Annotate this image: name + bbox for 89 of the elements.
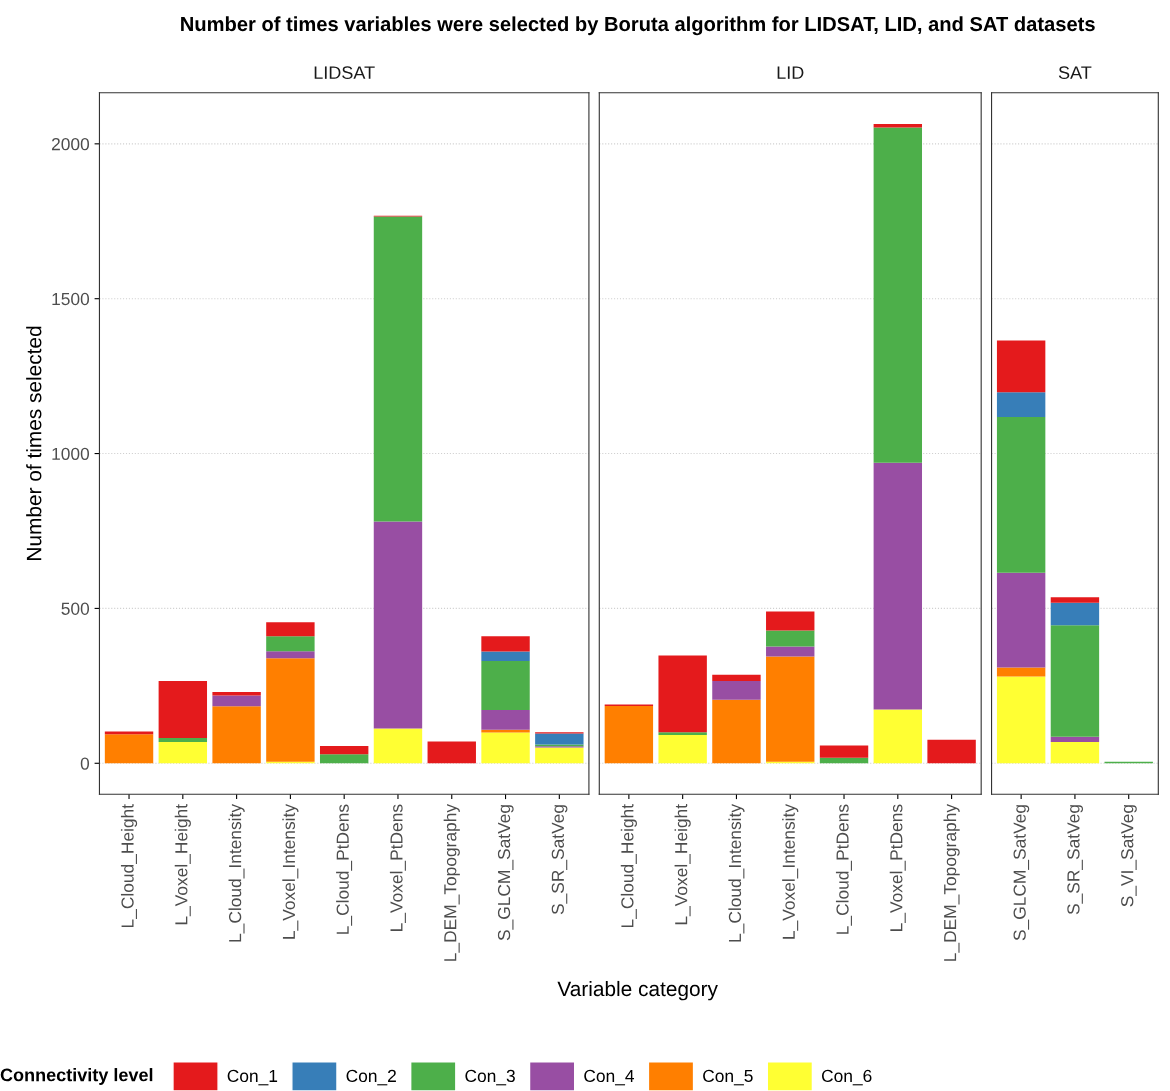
bar [996,667,1046,677]
bar [658,655,707,733]
bar [873,462,923,710]
legend-label: Con_4 [584,1069,635,1086]
legend-title: Connectivity level [0,1068,153,1085]
bar [373,521,423,729]
bar [212,706,261,764]
legend-label: Con_2 [346,1069,396,1086]
x-tick-label: L_Voxel_Intensity [782,803,799,939]
bar [373,728,423,764]
bar [1050,625,1100,737]
legend-label: Con_3 [465,1069,515,1086]
bar [535,747,584,764]
x-tick-label: S_GLCM_SatVeg [497,805,514,941]
bar [712,674,761,681]
chart-subtitle: SAT [1058,66,1092,80]
bar [873,127,923,463]
bar [1050,597,1100,603]
bar [481,661,530,710]
bar [481,651,530,662]
bar [996,676,1046,764]
x-tick-label: L_Voxel_Height [674,804,691,925]
x-tick-label: L_DEM_Topography [943,803,960,961]
bar [427,741,476,764]
bar [535,733,584,745]
bar [712,680,761,700]
text: Number of times variables were selected by Boruta algorithm for LIDSAT, LID, and SAT datasets [181,16,1095,36]
bar [766,646,815,657]
x-tick-label: L_Voxel_PtDens [389,804,406,931]
bar [158,741,208,764]
y-axis-title: Number of times selected [26,326,42,560]
y-tick-label: 2000 [51,138,90,151]
bar [481,636,530,652]
x-tick-label: L_Cloud_Intensity [728,803,745,942]
bar [481,710,530,730]
x-tick-label: L_Voxel_Height [174,804,191,925]
legend-label: Con_6 [821,1069,872,1086]
bar [766,611,815,631]
bar [819,745,869,758]
x-tick-label: L_Voxel_Intensity [282,803,299,939]
x-tick-label: L_Cloud_PtDens [336,804,353,934]
bar [104,734,154,764]
bar [996,392,1046,418]
bar [158,737,208,742]
bar [712,699,761,764]
bar [766,656,815,762]
x-tick-label: S_SR_SatVeg [551,805,568,915]
bar [319,745,369,755]
bar [927,739,976,764]
bar [319,754,369,764]
legend-label: Con_5 [703,1069,753,1086]
legend-label: Con_1 [227,1069,278,1086]
x-axis-title: Variable category [557,980,718,1001]
bar [158,680,208,738]
bar [1050,741,1100,764]
y-tick-label: 1500 [52,292,90,306]
x-tick-label: S_SR_SatVeg [1067,805,1084,915]
bar [996,572,1046,668]
bar [373,216,423,522]
bar [212,695,261,707]
bar [266,658,315,762]
bar [1050,602,1100,626]
chart-subtitle: LID [777,66,804,79]
bar [266,622,315,637]
bar [996,340,1046,393]
x-tick-label: L_Cloud_PtDens [835,804,852,934]
bar [766,630,815,647]
bar [104,731,154,735]
bar [266,636,315,652]
x-tick-label: L_Cloud_Intensity [228,803,245,942]
bar [996,417,1046,573]
x-tick-label: L_Cloud_Height [120,804,138,928]
bar [658,732,707,736]
chart-subtitle: LIDSAT [314,66,375,80]
x-tick-label: S_VI_SatVeg [1121,805,1137,907]
y-tick-label: 0 [80,757,90,770]
bar [658,735,707,764]
bar [873,709,923,764]
bar [481,732,530,764]
bar [604,705,654,764]
y-tick-label: 500 [61,602,90,615]
x-tick-label: L_Cloud_Height [620,804,637,928]
x-tick-label: L_Voxel_PtDens [889,804,906,931]
bar [481,729,530,733]
x-tick-label: L_DEM_Topography [443,803,460,961]
bar [266,651,315,659]
bar [1050,736,1100,742]
x-tick-label: S_GLCM_SatVeg [1013,805,1030,941]
y-tick-label: 1000 [52,447,90,461]
